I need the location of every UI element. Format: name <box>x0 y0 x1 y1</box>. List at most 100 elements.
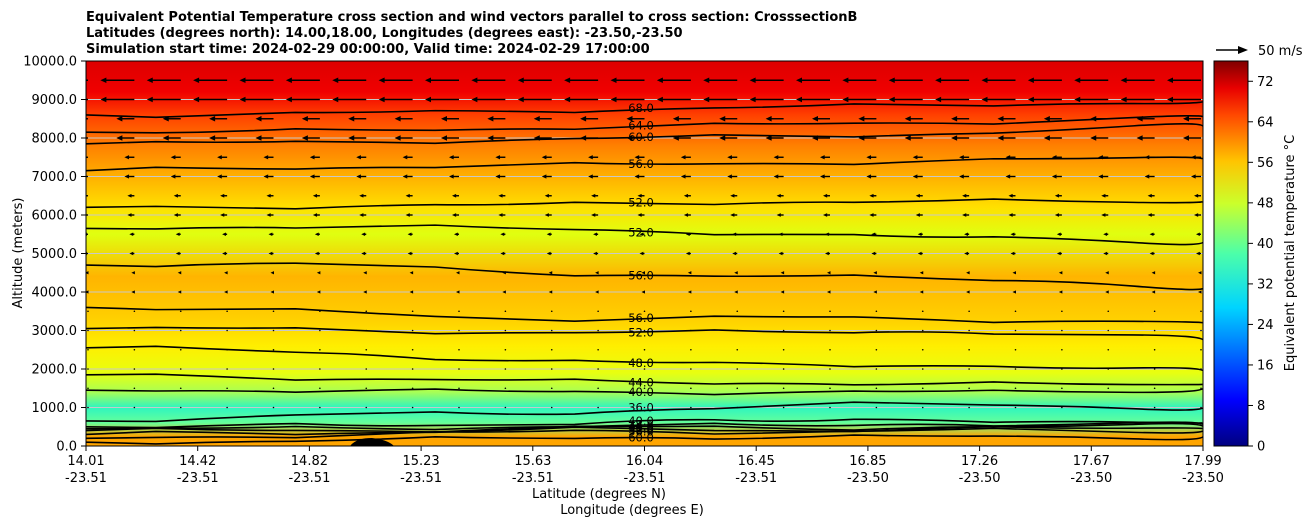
wind-vector <box>365 387 368 390</box>
wind-vector-head <box>209 116 216 122</box>
wind-vector-head <box>332 96 339 103</box>
wind-vector <box>504 310 507 313</box>
wind-vector-head <box>270 290 274 294</box>
wind-vector-head <box>500 251 505 256</box>
wind-vector-head <box>1198 271 1202 275</box>
x-tick-label-lat: 15.23 <box>402 454 439 469</box>
wind-vector <box>1200 348 1202 351</box>
wind-vector-head <box>378 96 385 103</box>
wind-vector <box>133 310 136 313</box>
wind-vector-head <box>471 77 478 83</box>
x-tick-label-lat: 14.82 <box>291 454 328 469</box>
wind-vector-head <box>1054 213 1060 217</box>
wind-vector <box>1014 329 1017 332</box>
y-tick-label: 1000.0 <box>32 401 78 416</box>
y-tick-label: 8000.0 <box>32 132 78 147</box>
wind-vector-head <box>441 135 447 141</box>
wind-vector <box>1061 348 1063 351</box>
wind-vector-head <box>78 155 83 159</box>
wind-vector-head <box>776 193 781 198</box>
wind-vector-head <box>1144 155 1150 160</box>
wind-vector <box>875 310 878 313</box>
wind-vector-head <box>727 155 732 160</box>
wind-vector-head <box>495 155 501 160</box>
wind-vector-head <box>170 174 176 179</box>
wind-vector-head <box>487 135 494 141</box>
wind-vector-head <box>100 96 107 103</box>
wind-vector-head <box>378 77 385 83</box>
wind-vector-head <box>285 96 292 103</box>
wind-vector-head <box>348 116 355 122</box>
wind-vector-head <box>680 155 686 160</box>
wind-vector-head <box>361 232 366 236</box>
wind-vector-head <box>498 213 503 217</box>
wind-vector-head <box>610 96 617 103</box>
wind-vector <box>921 406 924 409</box>
y-tick-label: 9000.0 <box>32 93 78 108</box>
contour-label: 40.0 <box>628 385 654 399</box>
wind-vector-head <box>222 251 226 256</box>
wind-vector-head <box>871 232 876 236</box>
contour-line <box>86 115 1203 134</box>
wind-vector-head <box>316 271 321 275</box>
colorbar-tick-label: 56 <box>1257 156 1274 171</box>
wind-vector <box>411 348 414 351</box>
wind-vector-head <box>255 116 262 122</box>
wind-vector-head <box>778 232 783 236</box>
wind-vector-head <box>86 271 89 275</box>
wind-vector-head <box>546 251 551 256</box>
y-tick-label: 6000.0 <box>32 209 78 224</box>
wind-vector-head <box>580 135 587 141</box>
wind-vector-head <box>580 116 587 122</box>
wind-vector-head <box>1074 96 1081 103</box>
wind-vector-head <box>866 174 872 179</box>
wind-vector-head <box>888 96 895 103</box>
wind-vector-head <box>124 155 130 160</box>
wind-vector <box>504 406 507 409</box>
wind-vector-head <box>425 77 431 83</box>
quiver-key-arrowhead <box>1238 46 1248 54</box>
wind-vector-head <box>1191 174 1196 179</box>
wind-vector-head <box>641 271 645 275</box>
contour-label: 56.0 <box>628 269 654 283</box>
x-tick-label-lon: -23.51 <box>288 471 330 486</box>
wind-vector <box>504 368 507 370</box>
contour-line <box>86 100 1203 119</box>
wind-vector <box>179 368 182 370</box>
wind-vector <box>133 406 136 409</box>
colorbar-tick-label: 72 <box>1257 75 1274 90</box>
wind-vector <box>272 406 275 409</box>
contour-label: 60.0 <box>628 130 654 144</box>
wind-vector-head <box>217 155 222 160</box>
wind-vector <box>458 387 460 390</box>
wind-vector <box>133 387 136 390</box>
x-tick-label-lat: 16.45 <box>738 454 775 469</box>
wind-vector-head <box>314 232 319 236</box>
wind-vector <box>782 368 785 370</box>
wind-vector <box>643 348 646 351</box>
wind-vector-head <box>309 155 315 160</box>
colorbar-fill <box>1214 61 1248 446</box>
contour-line <box>86 418 1203 429</box>
wind-vector-head <box>356 155 361 160</box>
wind-vector-head <box>591 213 596 217</box>
wind-vector <box>736 368 739 370</box>
contour-label: 68.0 <box>628 101 654 115</box>
wind-vector-head <box>209 135 216 141</box>
y-tick-label: 2000.0 <box>32 363 78 378</box>
y-tick-label: 10000.0 <box>23 55 77 70</box>
wind-vector <box>365 348 368 351</box>
wind-vector <box>226 368 228 370</box>
wind-vector-head <box>312 213 318 217</box>
wind-vector-head <box>873 290 877 294</box>
wind-vector-head <box>175 251 180 256</box>
wind-vector-head <box>363 290 367 294</box>
wind-vector <box>411 406 414 409</box>
wind-vector <box>1200 406 1202 409</box>
wind-vector-head <box>316 290 321 294</box>
wind-vector <box>1200 310 1202 313</box>
wind-vector-head <box>1090 116 1097 122</box>
contour-label: 52.0 <box>628 423 654 437</box>
wind-vector-head <box>1120 77 1127 83</box>
wind-vector <box>1153 387 1156 390</box>
